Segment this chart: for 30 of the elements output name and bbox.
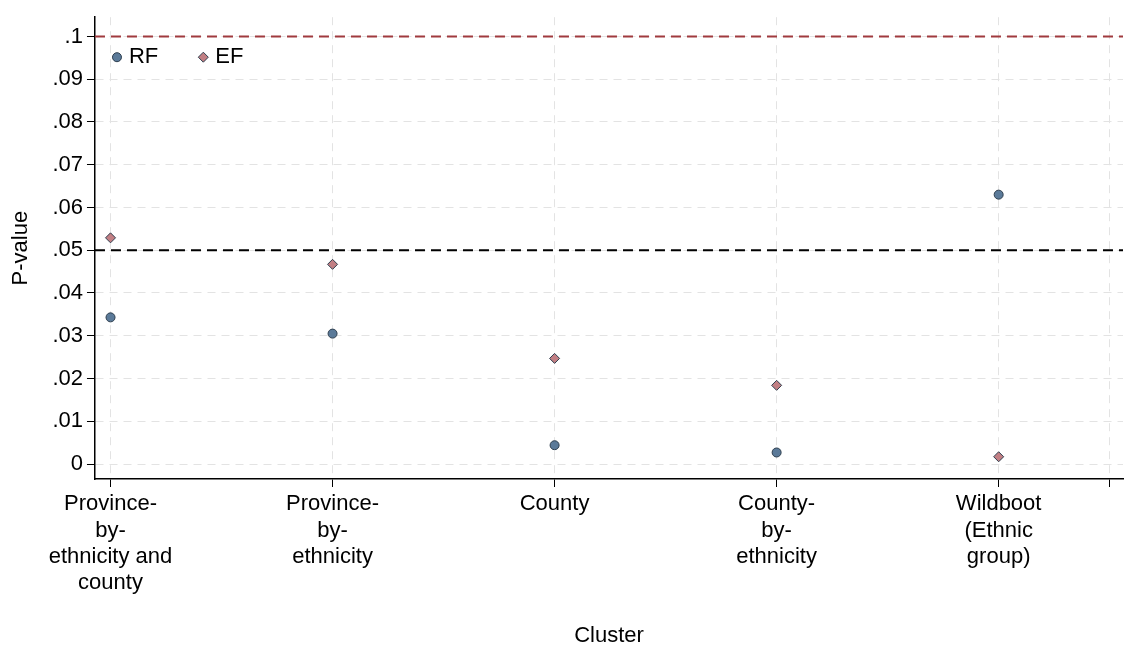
x-tick-label: Wildboot (Ethnic group) [955, 490, 1042, 569]
y-tick-label: .06 [52, 193, 83, 219]
x-tick-label: Province-by-ethnicity [286, 490, 380, 569]
x-tick-label: County-by-ethnicity [736, 490, 817, 569]
y-tick-label: .05 [52, 236, 83, 262]
y-tick-label: .03 [52, 321, 83, 347]
y-tick-label: .1 [64, 22, 83, 48]
point [327, 328, 338, 339]
point [549, 440, 560, 451]
x-tick-label: County [519, 490, 590, 516]
point [771, 447, 782, 458]
legend-label: RF [128, 43, 159, 69]
point [771, 379, 783, 391]
y-tick-label: .07 [52, 150, 83, 176]
point [105, 232, 117, 244]
y-tick-label: .01 [52, 407, 83, 433]
y-tick-label: 0 [70, 450, 83, 476]
legend-label: EF [215, 43, 244, 69]
point [105, 312, 116, 323]
y-tick-label: .09 [52, 65, 83, 91]
point [993, 189, 1004, 200]
y-tick-label: .02 [52, 364, 83, 390]
y-axis-title: P-value [7, 210, 33, 286]
y-tick-label: .04 [52, 279, 83, 305]
x-tick-label: Province-by-ethnicity and county [48, 490, 173, 595]
x-axis-title: Cluster [574, 621, 644, 647]
point [549, 352, 561, 364]
point [993, 451, 1005, 463]
point [327, 258, 339, 270]
y-tick-label: .08 [52, 108, 83, 134]
